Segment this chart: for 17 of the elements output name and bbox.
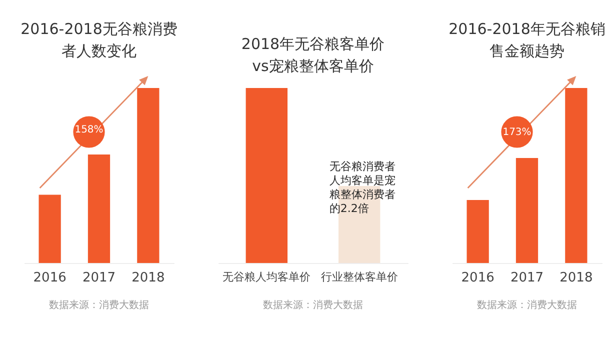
annotation: 173%	[502, 127, 532, 138]
x-tick-label: 行业整体客单价	[320, 270, 398, 284]
x-tick-label: 2018	[560, 270, 593, 286]
x-tick-label: 无谷粮人均客单价	[222, 270, 311, 284]
x-tick-label: 2016	[33, 270, 66, 286]
source-note: 数据来源：消费大数据	[477, 299, 577, 311]
annotation: 无谷粮消费者人均客单是宠粮整体消费者的2.2倍	[329, 160, 396, 215]
x-tick-label: 2018	[132, 270, 165, 286]
annotation: 158%	[74, 124, 104, 136]
chart-title: 2016-2018无谷粮消费者人数变化	[20, 20, 178, 60]
source-note: 数据来源：消费大数据	[49, 299, 149, 311]
x-tick-label: 2017	[510, 270, 544, 286]
x-tick-label: 2016	[461, 270, 494, 286]
x-tick-label: 2017	[82, 270, 116, 286]
chart-title: 2016-2018年无谷粮销售金额趋势	[448, 20, 606, 60]
source-note: 数据来源：消费大数据	[263, 299, 363, 311]
chart-title: 2018年无谷粮客单价vs宠粮整体客单价	[241, 35, 385, 75]
